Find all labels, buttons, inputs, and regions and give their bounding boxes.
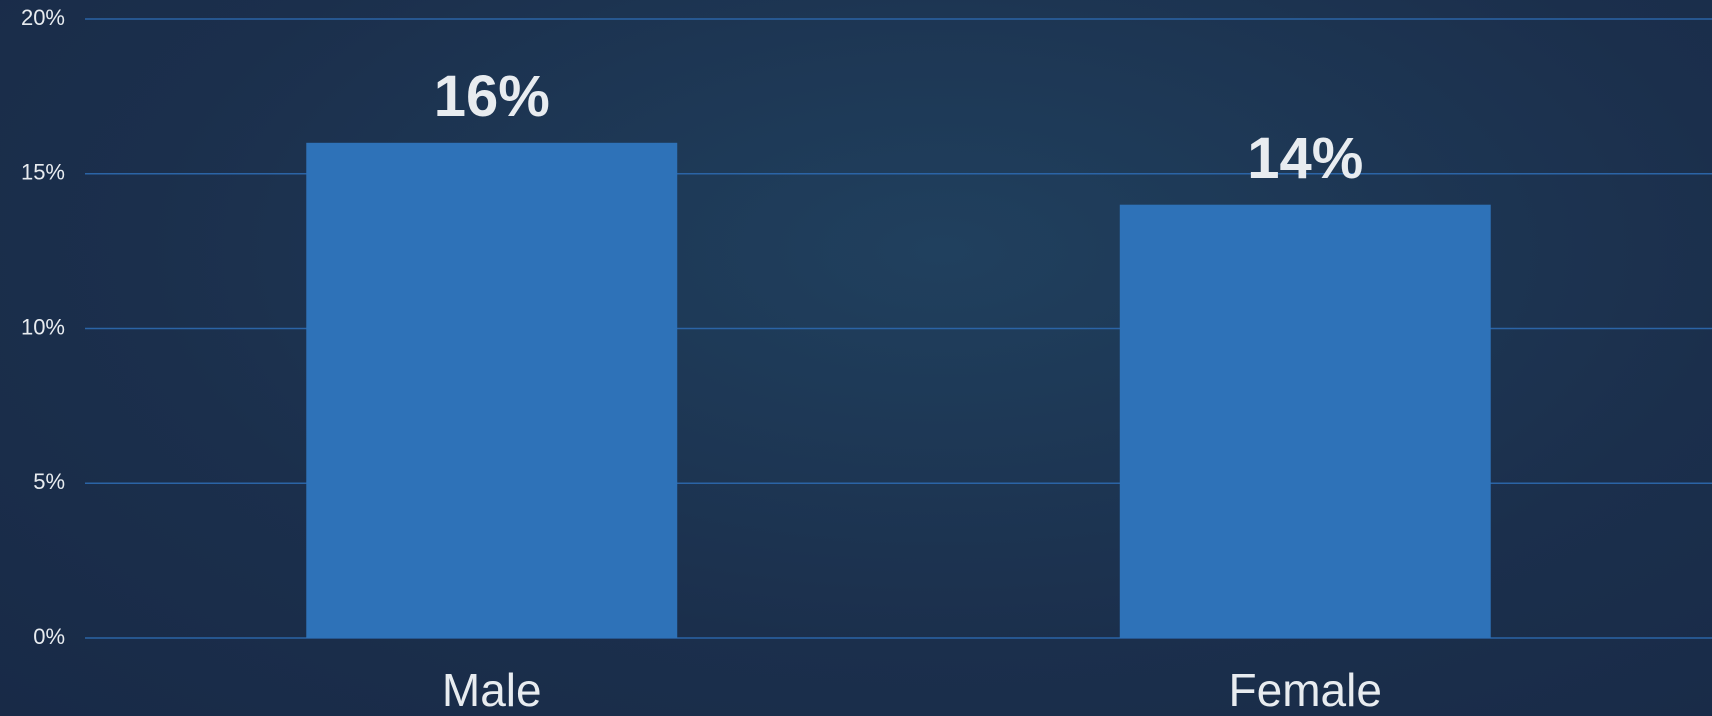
x-tick-label: Male — [442, 664, 542, 716]
y-tick-label: 5% — [33, 469, 65, 494]
y-tick-label: 20% — [21, 5, 65, 30]
value-label: 14% — [1247, 126, 1363, 191]
x-tick-label: Female — [1229, 664, 1382, 716]
y-tick-label: 0% — [33, 624, 65, 649]
bar — [306, 142, 678, 639]
value-label: 16% — [434, 64, 550, 129]
bar — [1119, 204, 1491, 638]
y-tick-label: 15% — [21, 160, 65, 185]
y-tick-label: 10% — [21, 314, 65, 339]
